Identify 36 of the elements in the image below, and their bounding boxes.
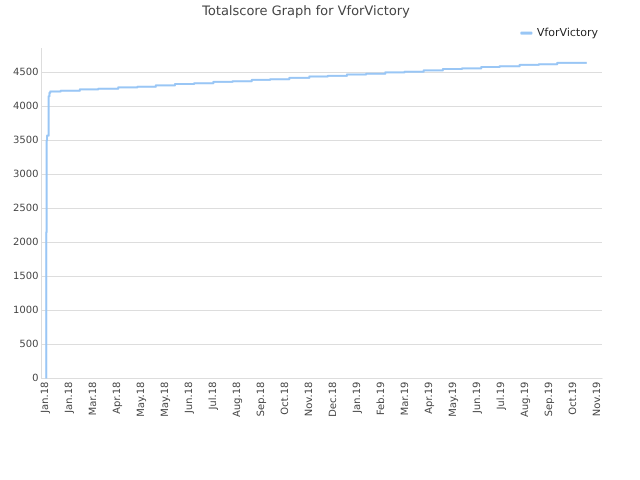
y-tick-label: 1000 (12, 305, 38, 316)
x-tick-label: Aug.18 (232, 382, 243, 418)
x-tick-label: Sep.19 (544, 382, 555, 416)
x-tick-label: May.18 (160, 382, 171, 417)
x-tick-label: Jul.18 (208, 382, 219, 411)
y-tick-label: 2500 (12, 203, 38, 214)
x-tick-label: Dec.18 (328, 382, 339, 417)
x-tick-label: Oct.19 (568, 382, 579, 415)
y-tick-label: 0 (32, 373, 38, 384)
x-tick-label: May.19 (448, 382, 459, 417)
chart-title: Totalscore Graph for VforVictory (201, 4, 410, 20)
x-tick-label: Nov.19 (592, 382, 603, 416)
y-tick-label: 1500 (12, 271, 38, 282)
y-tick-label: 4000 (12, 101, 38, 112)
x-tick-label: Jan.19 (352, 382, 363, 414)
x-tick-label: Mar.19 (400, 382, 411, 416)
x-tick-label: May.18 (136, 382, 147, 417)
x-tick-label: Apr.19 (424, 382, 435, 414)
x-tick-label: Jul.19 (496, 382, 507, 411)
x-tick-label: Apr.18 (112, 382, 124, 414)
x-tick-label: Nov.18 (304, 382, 315, 416)
y-tick-label: 500 (19, 339, 38, 350)
y-tick-label: 3000 (12, 169, 38, 180)
y-tick-label: 3500 (12, 135, 38, 146)
x-tick-label: Aug.19 (520, 382, 531, 418)
x-tick-label: Feb.19 (376, 382, 387, 416)
x-tick-label: Mar.18 (88, 382, 100, 416)
x-tick-label: Jan.18 (64, 382, 76, 414)
y-tick-label: 4500 (12, 67, 38, 78)
x-tick-label: Jun.18 (184, 382, 195, 414)
x-tick-label: Sep.18 (256, 382, 267, 416)
x-tick-label: Jan.18 (40, 382, 52, 414)
x-tick-label: Oct.18 (280, 382, 291, 415)
y-tick-label: 2000 (12, 237, 38, 248)
x-tick-label: Jun.19 (472, 382, 483, 414)
legend-label: VforVictory (536, 26, 598, 39)
